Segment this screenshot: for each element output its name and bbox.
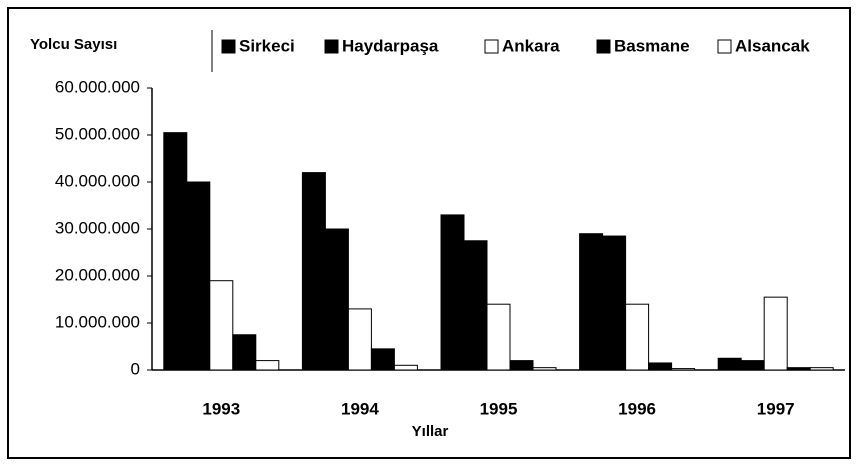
y-axis-title: Yolcu Sayısı <box>30 36 117 53</box>
bar <box>301 172 326 371</box>
bar <box>463 240 488 371</box>
bar <box>393 364 418 371</box>
legend-label: Alsancak <box>735 36 810 55</box>
bar <box>717 357 742 371</box>
legend-label: Sirkeci <box>239 36 295 55</box>
bar <box>740 360 765 371</box>
bar <box>579 233 604 371</box>
y-tick-label: 40.000.000 <box>55 171 140 190</box>
bar <box>347 308 372 371</box>
bar <box>486 303 511 371</box>
bar <box>509 360 534 371</box>
bar <box>255 360 280 371</box>
bar <box>209 280 234 371</box>
bar <box>602 235 627 371</box>
bar <box>809 367 834 371</box>
bar <box>532 367 557 371</box>
legend-swatch <box>596 39 611 54</box>
bar <box>324 228 349 371</box>
bar <box>370 348 395 371</box>
bar <box>186 181 211 371</box>
bar <box>763 296 788 371</box>
legend-swatch <box>484 39 499 54</box>
legend-label: Haydarpaşa <box>342 36 439 55</box>
x-tick-label: 1995 <box>480 399 518 418</box>
legend-swatch <box>324 39 339 54</box>
legend-swatch <box>221 39 236 54</box>
y-tick-label: 20.000.000 <box>55 265 140 284</box>
bar <box>786 367 811 371</box>
bar <box>671 368 696 371</box>
frame <box>7 7 851 459</box>
bar <box>232 334 257 371</box>
y-tick-label: 60.000.000 <box>55 77 140 96</box>
bar <box>648 362 673 371</box>
bar <box>625 303 650 371</box>
x-tick-label: 1993 <box>202 399 240 418</box>
x-tick-label: 1997 <box>757 399 795 418</box>
legend-label: Ankara <box>502 36 560 55</box>
x-tick-label: 1994 <box>341 399 379 418</box>
x-axis-title: Yıllar <box>412 423 449 440</box>
bar <box>440 214 465 371</box>
y-tick-label: 50.000.000 <box>55 124 140 143</box>
y-tick-label: 0 <box>131 359 140 378</box>
y-tick-label: 30.000.000 <box>55 218 140 237</box>
legend-label: Basmane <box>614 36 690 55</box>
legend-swatch <box>717 39 732 54</box>
x-tick-label: 1996 <box>618 399 656 418</box>
y-tick-label: 10.000.000 <box>55 312 140 331</box>
bar <box>163 132 188 371</box>
